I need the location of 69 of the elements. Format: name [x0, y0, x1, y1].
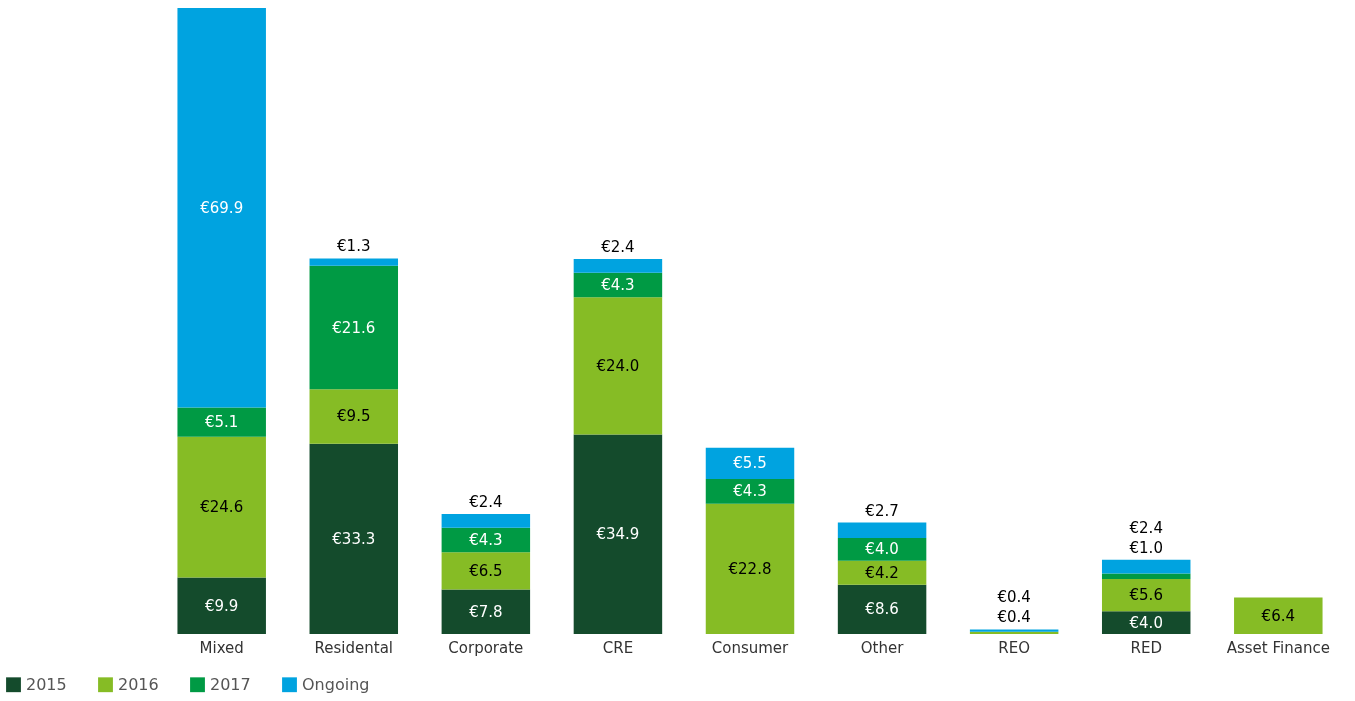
x-tick-label: RED	[1130, 638, 1162, 657]
bar	[1101, 611, 1191, 634]
data-label: €21.6	[332, 318, 376, 337]
data-label: €4.0	[865, 540, 899, 559]
legend-label: 2015	[26, 674, 67, 694]
data-label: €0.4	[997, 608, 1031, 627]
legend-label: 2017	[210, 674, 251, 694]
data-label: €5.1	[204, 413, 239, 432]
bar	[573, 258, 663, 273]
data-label: €2.4	[1129, 518, 1163, 537]
bar	[837, 584, 927, 634]
bar	[1101, 559, 1191, 574]
bar	[177, 577, 266, 634]
bar	[441, 513, 531, 528]
data-label: €9.9	[204, 596, 239, 615]
bar	[177, 8, 266, 408]
data-label: €1.0	[1129, 538, 1163, 557]
bar	[1234, 597, 1323, 634]
data-label: €24.6	[200, 498, 244, 517]
bar	[837, 537, 927, 561]
bar	[1101, 579, 1191, 612]
x-tick-label: Consumer	[711, 638, 790, 657]
data-label: €0.4	[997, 588, 1031, 607]
data-label: €2.4	[469, 492, 503, 511]
data-label: €1.3	[337, 237, 371, 256]
bar	[705, 503, 795, 634]
data-label: €4.3	[733, 482, 767, 501]
bar	[309, 389, 399, 444]
data-label: €4.3	[469, 530, 503, 549]
bar	[837, 560, 927, 585]
bar	[177, 407, 266, 437]
bar	[705, 479, 795, 504]
data-label: €5.6	[1129, 586, 1163, 605]
data-label: €4.2	[865, 563, 899, 582]
legend-label: Ongoing	[302, 674, 370, 694]
bar	[309, 258, 399, 266]
bar	[309, 443, 399, 634]
bar	[177, 436, 266, 578]
x-tick-label: Asset Finance	[1226, 638, 1330, 657]
data-label: €4.0	[1129, 613, 1163, 632]
bar	[441, 589, 531, 634]
bar	[441, 552, 531, 590]
data-label: €24.0	[596, 356, 640, 375]
data-label: €22.8	[728, 559, 772, 578]
data-label: €8.6	[865, 600, 899, 619]
bar	[309, 265, 399, 390]
data-label: €9.5	[337, 407, 371, 426]
data-label: €7.8	[469, 602, 503, 621]
x-tick-label: REO	[998, 638, 1031, 657]
x-tick-label: Other	[860, 638, 905, 657]
bar	[837, 522, 927, 538]
data-label: €33.3	[332, 529, 376, 548]
data-label: €2.4	[601, 237, 635, 256]
bar	[705, 447, 795, 480]
data-label: €6.5	[469, 561, 503, 580]
data-label: €2.7	[865, 501, 899, 520]
x-tick-label: Mixed	[199, 638, 244, 657]
x-tick-label: Corporate	[448, 638, 524, 657]
bar	[573, 297, 663, 435]
legend-label: 2016	[118, 674, 159, 694]
data-label: €69.9	[200, 198, 244, 217]
bar	[573, 434, 663, 634]
bar	[1101, 573, 1191, 580]
x-tick-label: CRE	[602, 638, 634, 657]
data-label: €4.3	[601, 275, 635, 294]
data-label: €34.9	[596, 525, 640, 544]
data-label: €5.5	[733, 454, 767, 473]
x-tick-label: Residental	[314, 638, 394, 657]
data-label: €6.4	[1261, 606, 1296, 625]
